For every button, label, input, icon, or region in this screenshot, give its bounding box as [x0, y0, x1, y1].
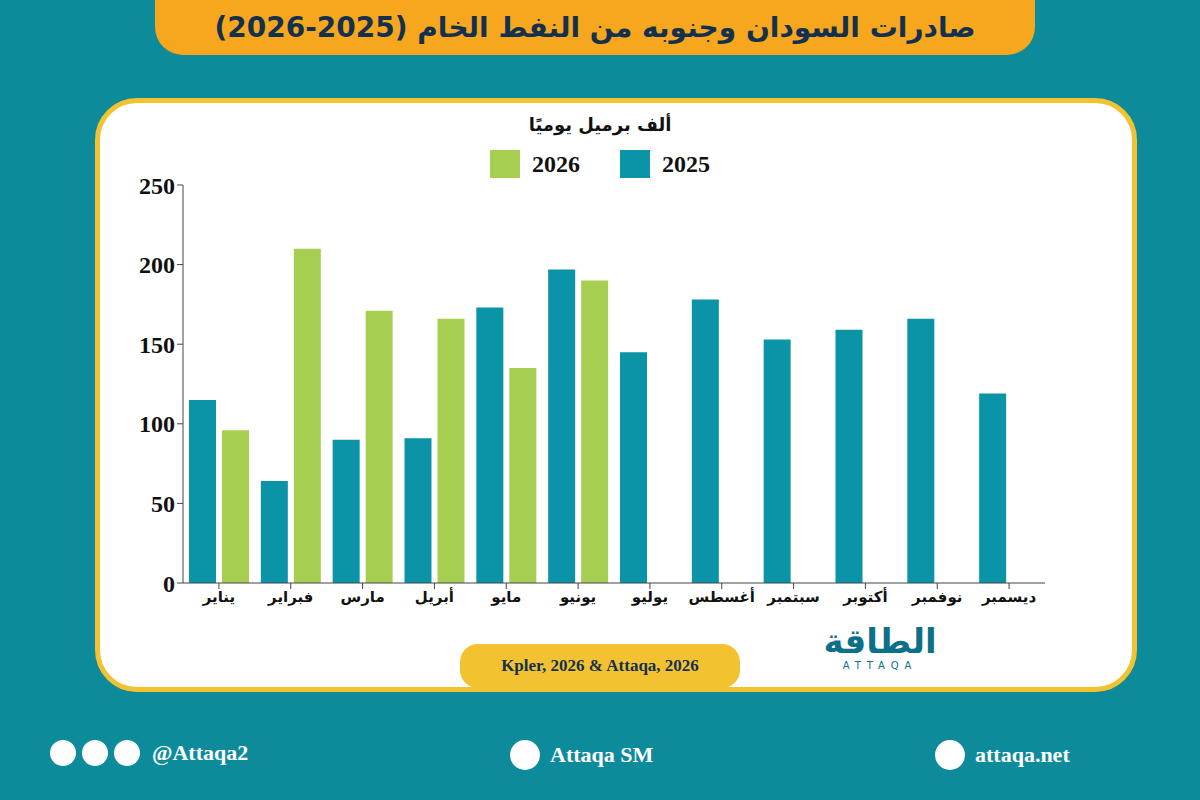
html-text:الطاقة: الطاقة	[823, 621, 937, 661]
svg-text:يونيو: يونيو	[559, 588, 596, 606]
html-text:ATTAQA: ATTAQA	[842, 660, 918, 671]
svg-text:يوليو: يوليو	[631, 588, 668, 606]
html-text:2025: 2025	[662, 150, 710, 177]
svg-text:100: 100	[139, 411, 175, 437]
svg-text:أبريل: أبريل	[415, 587, 454, 606]
html-text:Attaqa SM: Attaqa SM	[550, 742, 654, 767]
svg-text:200: 200	[139, 252, 175, 278]
svg-text:ديسمبر: ديسمبر	[981, 588, 1036, 606]
svg-text:فبراير: فبراير	[267, 588, 313, 606]
svg-text:50: 50	[151, 491, 175, 517]
svg-text:250: 250	[139, 173, 175, 199]
svg-text:0: 0	[163, 571, 175, 597]
html-text:@Attaqa2: @Attaqa2	[152, 740, 249, 765]
svg-text:أكتوبر: أكتوبر	[842, 587, 887, 606]
svg-text:نوفمبر: نوفمبر	[911, 588, 962, 606]
html-text:ألف برميل يوميًا: ألف برميل يوميًا	[528, 114, 672, 135]
svg-text:أغسطس: أغسطس	[689, 587, 755, 606]
svg-text:مارس: مارس	[340, 588, 384, 606]
html-text:صادرات السودان وجنوبه من النفط: صادرات السودان وجنوبه من النفط الخام (20…	[214, 11, 976, 44]
html-text:Kpler, 2026 & Attaqa, 2026: Kpler, 2026 & Attaqa, 2026	[501, 656, 699, 675]
svg-text:سبتمبر: سبتمبر	[766, 588, 820, 606]
svg-text:150: 150	[139, 332, 175, 358]
svg-text:مايو: مايو	[490, 588, 521, 606]
svg-text:يناير: يناير	[202, 588, 235, 606]
html-text:2026: 2026	[532, 150, 580, 177]
html-text:attaqa.net: attaqa.net	[975, 742, 1070, 767]
